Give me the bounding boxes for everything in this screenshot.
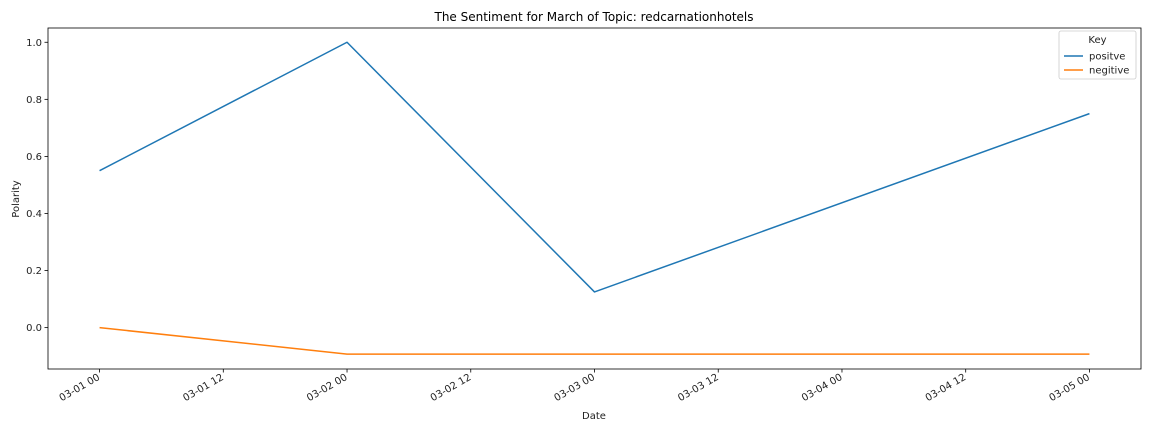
y-tick-label: 0.6	[26, 152, 42, 163]
chart-title: The Sentiment for March of Topic: redcar…	[433, 10, 753, 24]
legend-title: Key	[1088, 35, 1106, 46]
series-line-positve	[99, 41, 1090, 293]
y-tick-label: 0.2	[26, 266, 42, 277]
series-line-negitive	[99, 326, 1090, 355]
legend-box	[1058, 30, 1137, 80]
y-tick-label: 0.8	[26, 95, 42, 106]
y-tick-label: 1.0	[26, 38, 42, 49]
x-axis-label: Date	[582, 411, 606, 422]
y-tick-label: 0.0	[26, 323, 42, 334]
y-tick-label: 0.4	[26, 209, 42, 220]
y-axis-label: Polarity	[11, 180, 22, 218]
legend: Key positve negitive	[1058, 30, 1137, 80]
legend-label-positve: positve	[1089, 52, 1125, 63]
legend-label-negitive: negitive	[1089, 66, 1129, 77]
